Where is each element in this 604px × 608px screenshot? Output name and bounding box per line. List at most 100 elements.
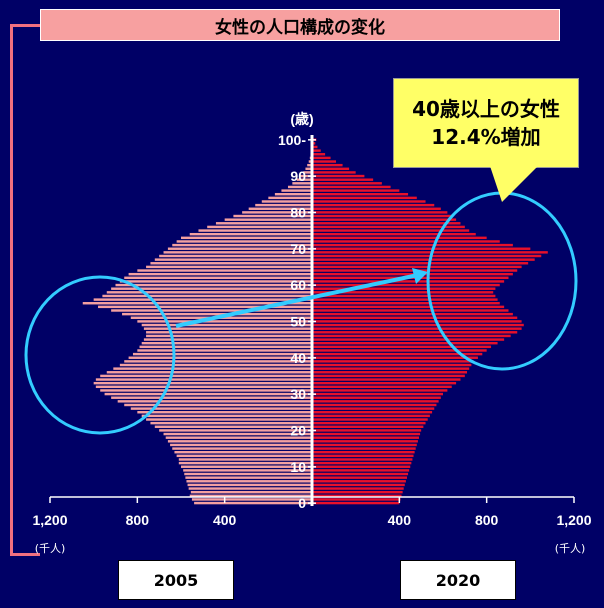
bar-2020 bbox=[312, 305, 505, 309]
bar-2005 bbox=[303, 171, 312, 174]
age-tick-label: 100- bbox=[278, 132, 306, 148]
bar-2005 bbox=[233, 214, 312, 218]
bar-2020 bbox=[312, 280, 505, 283]
bar-2020 bbox=[312, 203, 435, 207]
bar-2020 bbox=[312, 160, 337, 163]
bar-2020 bbox=[312, 501, 400, 505]
bar-2005 bbox=[170, 443, 312, 447]
bar-2005 bbox=[165, 436, 312, 439]
bar-2020 bbox=[312, 236, 487, 240]
bar-2020 bbox=[312, 323, 524, 327]
bar-2005 bbox=[163, 432, 312, 436]
year-label-2020: 2020 bbox=[400, 560, 516, 600]
bar-2020 bbox=[312, 302, 500, 305]
bar-2005 bbox=[119, 363, 312, 367]
bar-2005 bbox=[111, 287, 312, 290]
bar-2020 bbox=[312, 156, 331, 160]
bar-2020 bbox=[312, 476, 407, 479]
trend-arrow-head bbox=[412, 268, 428, 284]
bar-2020 bbox=[312, 338, 505, 341]
bar-2020 bbox=[312, 283, 500, 287]
bar-2005 bbox=[296, 178, 312, 181]
callout-line1: 40歳以上の女性 bbox=[412, 97, 560, 121]
bar-2005 bbox=[299, 174, 312, 178]
bar-2020 bbox=[312, 185, 391, 189]
bar-2020 bbox=[312, 262, 529, 265]
bar-2005 bbox=[95, 385, 312, 389]
bar-2005 bbox=[176, 454, 312, 458]
bar-2020 bbox=[312, 480, 406, 483]
bar-2005 bbox=[178, 461, 312, 465]
bar-2005 bbox=[137, 349, 312, 352]
age-tick-label: 80 bbox=[290, 204, 306, 220]
x-tick-label: 800 bbox=[475, 512, 499, 528]
bar-2005 bbox=[115, 283, 312, 287]
bar-2005 bbox=[186, 480, 312, 483]
bar-2020 bbox=[312, 411, 433, 414]
bar-2005 bbox=[207, 225, 312, 229]
bar-2020 bbox=[312, 265, 522, 269]
bar-2020 bbox=[312, 458, 413, 461]
bar-2020 bbox=[312, 291, 494, 294]
bar-2005 bbox=[281, 189, 312, 192]
bar-2020 bbox=[312, 345, 492, 349]
bar-2020 bbox=[312, 189, 400, 192]
bar-2005 bbox=[139, 345, 312, 349]
highlight-ellipse-2005 bbox=[24, 275, 176, 435]
x-tick-label: 1,200 bbox=[32, 512, 67, 528]
bar-2005 bbox=[141, 341, 312, 345]
bar-2005 bbox=[292, 182, 312, 185]
callout-pointer bbox=[490, 166, 538, 202]
bar-2020 bbox=[312, 483, 405, 487]
bar-2020 bbox=[312, 436, 419, 439]
bar-2005 bbox=[128, 356, 312, 359]
bar-2005 bbox=[172, 447, 312, 450]
bar-2005 bbox=[181, 465, 312, 468]
bar-2005 bbox=[248, 207, 312, 210]
bar-2020 bbox=[312, 153, 326, 156]
bars-2005 bbox=[82, 138, 313, 505]
bar-2020 bbox=[312, 331, 518, 334]
age-tick-label: 0 bbox=[298, 495, 306, 511]
bar-2005 bbox=[159, 254, 312, 258]
bar-2020 bbox=[312, 363, 472, 367]
bar-2005 bbox=[215, 222, 312, 225]
bar-2020 bbox=[312, 316, 518, 319]
bar-2020 bbox=[312, 243, 513, 247]
bar-2005 bbox=[174, 450, 312, 454]
bar-2005 bbox=[100, 374, 312, 378]
bar-2005 bbox=[305, 167, 312, 171]
bar-2020 bbox=[312, 374, 465, 378]
bar-2020 bbox=[312, 472, 409, 476]
bar-2005 bbox=[194, 501, 312, 505]
bar-2005 bbox=[146, 265, 312, 269]
bar-2020 bbox=[312, 229, 470, 232]
bar-2020 bbox=[312, 254, 542, 258]
bar-2005 bbox=[137, 320, 312, 323]
bar-2005 bbox=[143, 327, 312, 330]
bar-2020 bbox=[312, 251, 548, 254]
bar-2020 bbox=[312, 371, 468, 374]
bar-2020 bbox=[312, 490, 403, 494]
bar-2005 bbox=[150, 262, 312, 265]
bar-2020 bbox=[312, 425, 424, 428]
year-label-2005: 2005 bbox=[118, 560, 234, 600]
bar-2005 bbox=[159, 429, 312, 432]
bars-2020 bbox=[312, 138, 548, 505]
bar-2005 bbox=[181, 236, 312, 240]
bar-2020 bbox=[312, 287, 496, 290]
bar-2005 bbox=[93, 381, 313, 385]
bar-2005 bbox=[274, 193, 312, 196]
bar-2020 bbox=[312, 167, 350, 171]
bar-2005 bbox=[268, 196, 312, 200]
bar-2005 bbox=[307, 163, 312, 167]
bar-2005 bbox=[191, 498, 312, 501]
bar-2020 bbox=[312, 207, 441, 210]
bar-2005 bbox=[185, 476, 312, 479]
bar-2005 bbox=[146, 331, 312, 334]
bar-2020 bbox=[312, 218, 457, 221]
bar-2020 bbox=[312, 367, 470, 370]
bar-2005 bbox=[137, 411, 312, 414]
bar-2005 bbox=[124, 360, 312, 363]
bar-2005 bbox=[198, 229, 312, 232]
